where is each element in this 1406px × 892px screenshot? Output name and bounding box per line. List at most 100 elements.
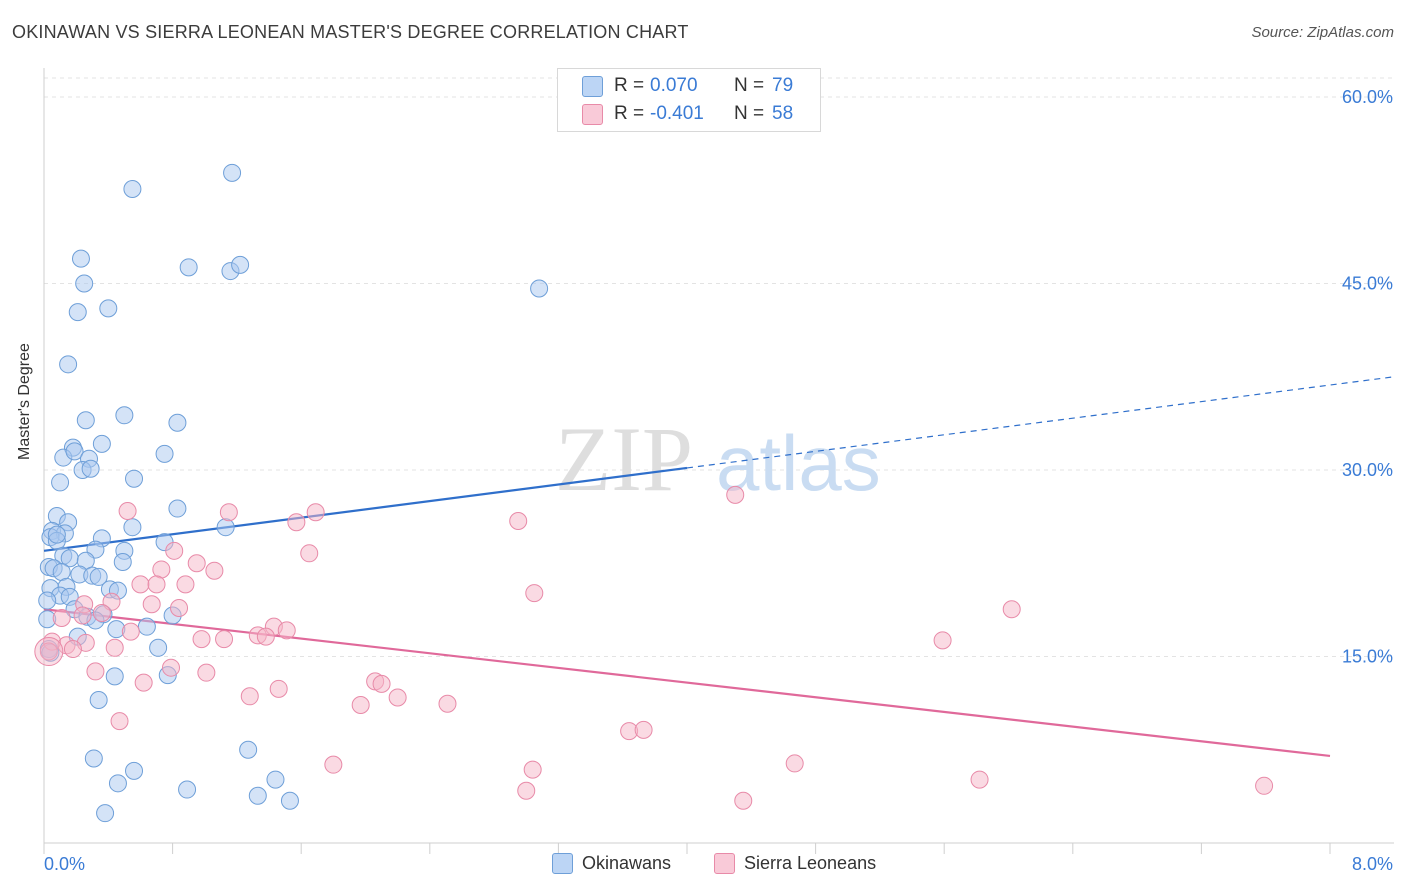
sierra-leonean-point [388,688,407,707]
sierra-leonean-point [73,606,92,625]
okinawan-point [89,567,108,586]
sierra-leonean-point [161,658,180,677]
okinawan-point [123,518,142,537]
okinawan-point [123,180,142,199]
watermark: ZIP atlas [555,408,881,510]
okinawan-point [248,786,267,805]
okinawan-point [149,638,168,657]
okinawan-point [84,749,103,768]
sierra-leonean-point [147,575,166,594]
sierra-leonean-point [142,595,161,614]
sierra-leonean-point [39,642,58,661]
okinawan-point [168,499,187,518]
okinawan-point [266,770,285,789]
okinawan-point [65,442,84,461]
legend-n-value: 58 [772,103,794,124]
sierra-leonean-point [438,694,457,713]
stats-legend: R = 0.070 N = 79 R = -0.401 N = 58 [557,68,821,132]
okinawan-point [280,791,299,810]
x-tick-label-start: 0.0% [44,854,85,874]
sierra-leonean-point [1255,776,1274,795]
y-axis-label: Master's Degree [16,343,33,460]
axis-layer [43,68,1394,854]
legend-n-label: N = [734,75,765,96]
okinawan-point [125,469,144,488]
labels-layer: 15.0% 30.0% 45.0% 60.0% 0.0% 8.0% [44,87,1393,874]
sierra-leonean-point [105,638,124,657]
okinawan-point [59,355,78,374]
okinawan-point [75,274,94,293]
sierra-leonean-point [165,541,184,560]
x-tick-label-end: 8.0% [1352,854,1393,874]
sierra-leonean-point [306,503,325,522]
sierra-leonean-point [277,621,296,640]
okinawan-point [52,562,71,581]
y-tick-label: 30.0% [1342,460,1393,480]
legend-swatch-sierra-leoneans [582,104,603,125]
sierra-leonean-point [187,554,206,573]
sierra-leonean-point [1002,600,1021,619]
sierra-leonean-point [134,673,153,692]
sierra-leonean-point [324,755,343,774]
sierra-leonean-point [372,674,391,693]
okinawan-point [81,459,100,478]
sierra-leonean-point [63,640,82,659]
okinawan-point [530,279,549,298]
okinawan-point [155,444,174,463]
sierra-leonean-point [287,513,306,532]
legend-r-label: R = [614,75,645,96]
sierra-leonean-point [131,575,150,594]
grid-layer [44,77,1394,657]
chart-title: OKINAWAN VS SIERRA LEONEAN MASTER'S DEGR… [12,22,689,42]
sierra-leonean-point [118,502,137,521]
okinawan-point [47,525,66,544]
sierra-leonean-point [970,770,989,789]
sierra-leonean-trend-line [43,608,1331,758]
legend-n-label: N = [734,103,765,124]
sierra-leonean-point [726,485,745,504]
sierra-leonean-point [269,679,288,698]
bottom-legend-label: Okinawans [582,853,672,873]
okinawan-trend-line [43,466,688,552]
sierra-leonean-point [215,630,234,649]
okinawan-point [99,299,118,318]
sierra-leonean-point [785,754,804,773]
okinawan-point [38,591,57,610]
legend-r-value: -0.401 [650,103,704,124]
okinawan-point [71,249,90,268]
sierra-leonean-point [92,603,111,622]
bottom-legend-swatch-okinawans [552,853,573,874]
okinawan-point [113,553,132,572]
bottom-legend-swatch-sierra-leoneans [714,853,735,874]
sierra-leonean-point [933,631,952,650]
y-tick-label: 60.0% [1342,87,1393,107]
okinawan-point [108,774,127,793]
okinawan-point [105,667,124,686]
okinawan-point [51,473,70,492]
legend-r-value: 0.070 [650,75,698,96]
legend-swatch-okinawans [582,76,603,97]
sierra-leonean-point-large [34,637,64,667]
okinawan-point [96,804,115,823]
sierra-leonean-point [523,760,542,779]
y-tick-label: 45.0% [1342,274,1393,294]
watermark-zip: ZIP [555,408,693,510]
sierra-leonean-point [110,712,129,731]
okinawan-point [68,303,87,322]
sierra-leonean-point [351,695,370,714]
sierra-leonean-point [152,560,171,579]
okinawan-point [115,406,134,425]
sierra-leonean-point [256,627,275,646]
okinawan-point [223,163,242,182]
sierra-leonean-point [525,584,544,603]
okinawan-point [89,691,108,710]
okinawan-point [92,434,111,453]
sierra-leonean-point [300,544,319,563]
sierra-leonean-point [509,511,528,530]
okinawan-point [239,740,258,759]
legend-n-value: 79 [772,75,794,96]
sierra-leonean-point [121,622,140,641]
okinawan-point [137,617,156,636]
sierra-leonean-point [197,663,216,682]
